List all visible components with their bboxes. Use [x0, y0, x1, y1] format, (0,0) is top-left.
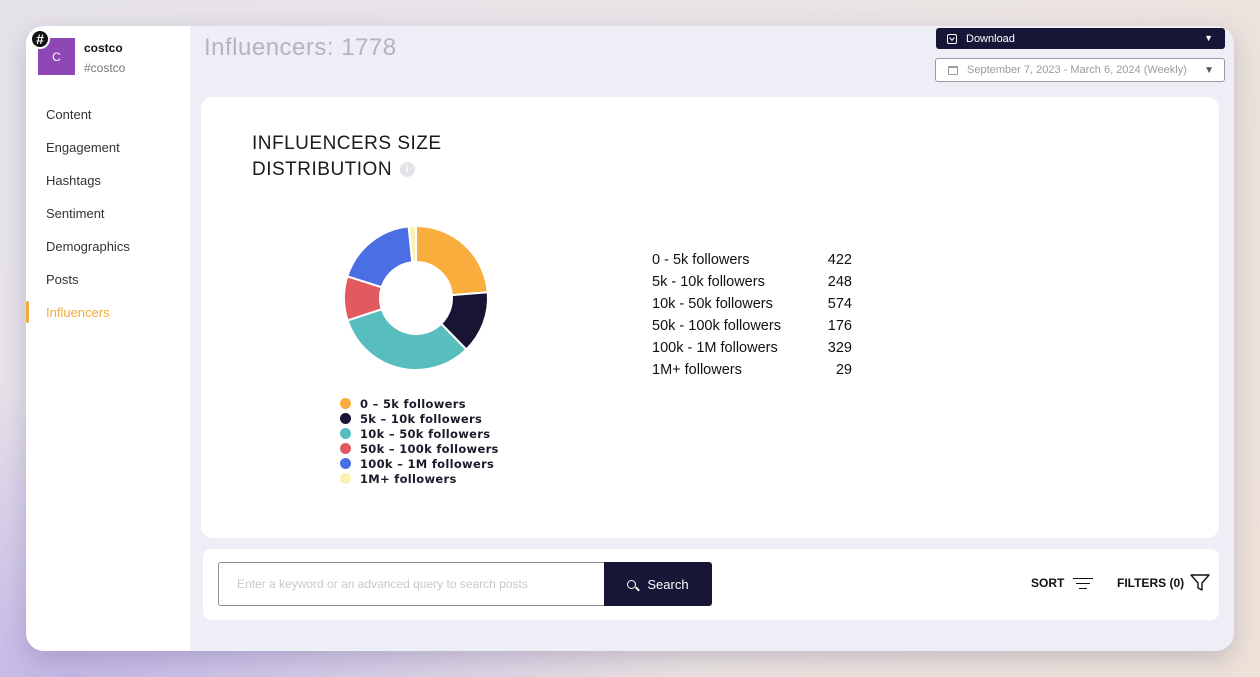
search-button[interactable]: Search [604, 562, 712, 606]
legend-item[interactable]: 50k – 100k followers [340, 441, 499, 456]
search-button-label: Search [647, 576, 689, 592]
legend-item[interactable]: 1M+ followers [340, 471, 499, 486]
filters-label: FILTERS (0) [1117, 576, 1185, 590]
legend-label: 1M+ followers [360, 471, 457, 486]
legend-label: 100k – 1M followers [360, 456, 495, 471]
donut-slice[interactable] [346, 225, 414, 289]
stat-row: 100k - 1M followers 329 [652, 340, 852, 362]
sidebar-item-engagement[interactable]: Engagement [46, 140, 120, 155]
stats-list: 0 - 5k followers 422 5k - 10k followers … [652, 252, 852, 384]
donut-chart [343, 224, 489, 371]
app-window: # C costco #costco Content Engagement Ha… [26, 26, 1234, 651]
stat-value: 248 [827, 274, 852, 290]
page-title: Influencers: 1778 [204, 34, 397, 61]
stat-value: 329 [827, 340, 852, 356]
donut-slice[interactable] [346, 307, 468, 371]
date-range-select[interactable]: September 7, 2023 - March 6, 2024 (Weekl… [935, 58, 1225, 82]
caret-down-icon: ▼ [1204, 65, 1214, 76]
hashtag-badge-icon: # [30, 29, 50, 49]
sort-icon [1073, 577, 1094, 590]
legend-swatch [340, 413, 351, 424]
legend-label: 5k – 10k followers [360, 411, 483, 426]
calendar-icon [948, 65, 958, 75]
sidebar-item-content[interactable]: Content [46, 107, 92, 122]
legend-label: 10k – 50k followers [360, 426, 491, 441]
donut-slice[interactable] [415, 224, 489, 297]
sidebar-nav: Content Engagement Hashtags Sentiment De… [26, 101, 190, 332]
legend-item[interactable]: 100k – 1M followers [340, 456, 499, 471]
sidebar-item-hashtags[interactable]: Hashtags [46, 173, 101, 188]
legend-label: 0 – 5k followers [360, 396, 466, 411]
stat-label: 0 - 5k followers [652, 252, 750, 268]
stat-value: 574 [827, 296, 852, 312]
legend-label: 50k – 100k followers [360, 441, 499, 456]
card-title-line2: DISTRIBUTION [252, 159, 393, 180]
search-input[interactable] [218, 562, 606, 606]
legend-swatch [340, 428, 351, 439]
stat-row: 10k - 50k followers 574 [652, 296, 852, 318]
card-title-line1: INFLUENCERS SIZE [252, 133, 442, 154]
stat-label: 10k - 50k followers [652, 296, 773, 312]
date-range-value: September 7, 2023 - March 6, 2024 (Weekl… [967, 64, 1187, 76]
sidebar-item-influencers[interactable]: Influencers [26, 299, 190, 332]
sort-button[interactable]: SORT [1031, 576, 1094, 590]
stat-row: 50k - 100k followers 176 [652, 318, 852, 340]
stat-label: 1M+ followers [652, 362, 742, 378]
sidebar: # C costco #costco Content Engagement Ha… [26, 26, 190, 651]
size-distribution-card: INFLUENCERS SIZE DISTRIBUTION i 0 – 5k fo… [201, 97, 1219, 538]
sidebar-item-sentiment[interactable]: Sentiment [46, 206, 105, 221]
caret-down-icon: ▼ [1204, 33, 1213, 43]
filters-button[interactable]: FILTERS (0) [1117, 574, 1210, 592]
stat-row: 0 - 5k followers 422 [652, 252, 852, 274]
legend-item[interactable]: 10k – 50k followers [340, 426, 499, 441]
stat-label: 5k - 10k followers [652, 274, 765, 290]
legend-swatch [340, 443, 351, 454]
download-button[interactable]: Download ▼ [936, 28, 1225, 49]
sidebar-item-demographics[interactable]: Demographics [46, 239, 130, 254]
sort-label: SORT [1031, 576, 1065, 590]
download-label: Download [966, 32, 1015, 45]
chart-legend: 0 – 5k followers 5k – 10k followers 10k – … [340, 396, 499, 486]
legend-swatch [340, 398, 351, 409]
stat-value: 29 [835, 362, 852, 378]
info-icon[interactable]: i [400, 162, 416, 178]
stat-label: 100k - 1M followers [652, 340, 778, 356]
brand-handle: #costco [84, 61, 126, 75]
filter-icon [1190, 574, 1210, 591]
legend-swatch [340, 473, 351, 484]
legend-item[interactable]: 0 – 5k followers [340, 396, 499, 411]
legend-item[interactable]: 5k – 10k followers [340, 411, 499, 426]
stat-value: 422 [827, 252, 852, 268]
sidebar-item-posts[interactable]: Posts [46, 272, 79, 287]
donut-slice[interactable] [407, 224, 417, 264]
stat-value: 176 [827, 318, 852, 334]
brand-name: costco [84, 41, 123, 55]
search-icon [627, 579, 637, 589]
search-bar: Search SORT FILTERS (0) [203, 549, 1219, 620]
legend-swatch [340, 458, 351, 469]
stat-label: 50k - 100k followers [652, 318, 781, 334]
card-title: INFLUENCERS SIZE DISTRIBUTION i [252, 131, 512, 183]
download-icon [947, 33, 957, 44]
stat-row: 5k - 10k followers 248 [652, 274, 852, 296]
stat-row: 1M+ followers 29 [652, 362, 852, 384]
